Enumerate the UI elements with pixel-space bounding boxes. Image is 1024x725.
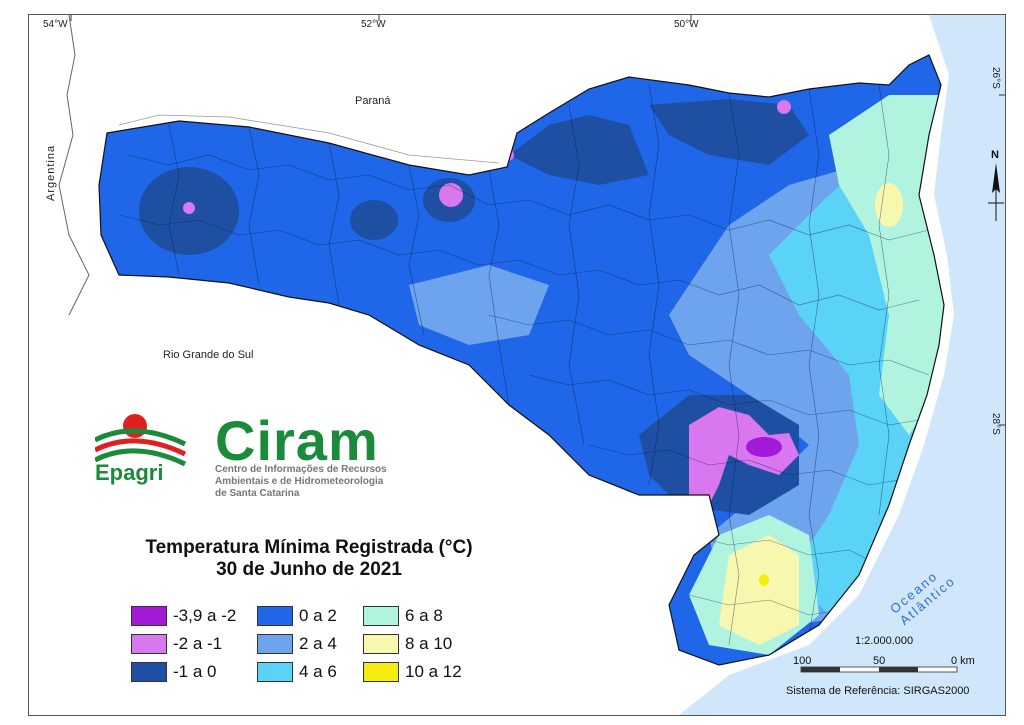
north-label: N [991,149,999,161]
tick-50w: 50°W [674,19,699,30]
north-arrow: N [984,149,1005,223]
ciram-wordmark: Ciram [215,409,379,472]
ciram-subtitle: Centro de Informações de Recursos Ambien… [215,464,387,499]
zone-6-8 [829,95,944,435]
legend-item: 4 a 6 [257,661,337,683]
state-map [58,15,1005,715]
scale-label-100: 100 [793,655,812,667]
legend-swatch [363,662,399,682]
legend-swatch [257,662,293,682]
legend-item: 10 a 12 [363,661,462,683]
legend-item: -3,9 a -2 [131,605,236,627]
tick-54w: 54°W [43,19,68,30]
zone-8-10-north [875,183,903,227]
label-rio-grande-do-sul: Rio Grande do Sul [163,349,254,361]
map-title: Temperatura Mínima Registrada (°C) [145,537,473,558]
zone-minus3-9-minus2 [746,437,782,457]
legend-swatch [131,662,167,682]
legend-swatch [257,634,293,654]
tick-28s: 28°S [990,413,1001,435]
legend-item: 2 a 4 [257,633,337,655]
ocean-area [679,15,1005,715]
legend-swatch [131,606,167,626]
ciram-logo: Ciram Epagri Centro de Informações de Re… [95,409,415,520]
epagri-logo-icon [95,414,187,467]
municipality-lines [118,84,930,646]
tick-52w: 52°W [361,19,386,30]
zone-minus1-0-mid [350,200,398,240]
zone-minus2-minus1-spot4 [777,100,791,114]
map-date: 30 de Junho de 2021 [216,559,402,580]
zone-minus2-minus1 [689,407,799,505]
state-outline [98,54,945,666]
scale-label-0km: 0 km [951,655,975,667]
zone-8-10 [719,535,799,645]
legend-item: -1 a 0 [131,661,216,683]
tick-26s: 26°S [990,67,1001,89]
zone-10-12 [759,574,769,586]
legend-title: Temperatura Mínima Registrada (°C) 30 de… [109,537,509,581]
legend-swatch [257,606,293,626]
zone-minus1-0-northeast [649,99,809,165]
reference-system: Sistema de Referência: SIRGAS2000 [786,685,970,697]
legend-swatch [363,606,399,626]
map-frame: 54°W 52°W 50°W 26°S 28°S Paraná Argentin… [28,14,1006,716]
north-arrow-icon [988,163,1004,221]
zone-2-4-west [409,265,549,345]
legend-item: -2 a -1 [131,633,222,655]
scale-ratio: 1:2.000.000 [855,635,914,647]
epagri-wordmark: Epagri [95,460,164,485]
scale-bar [800,666,958,673]
scale-label-50: 50 [873,655,886,667]
label-argentina: Argentina [45,144,57,201]
country-border [58,15,90,316]
legend-item: 0 a 2 [257,605,337,627]
legend-swatch [131,634,167,654]
legend-item: 6 a 8 [363,605,443,627]
zone-minus2-minus1-spot1 [439,183,463,207]
legend-swatch [363,634,399,654]
zone-minus1-0-north [509,115,649,185]
label-parana: Paraná [355,95,391,107]
zone-minus2-minus1-spot3 [183,202,195,214]
legend-item: 8 a 10 [363,633,452,655]
state-border-parana [118,114,500,164]
